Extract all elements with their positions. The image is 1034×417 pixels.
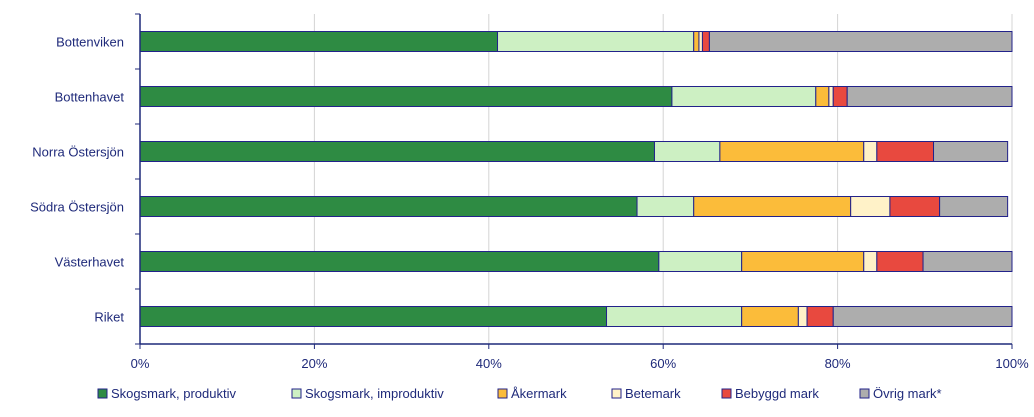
bar-segment bbox=[815, 86, 830, 107]
category-labels: Bottenviken Bottenhavet Norra Östersjön Söd… bbox=[30, 35, 124, 325]
legend-label: Åkermark bbox=[511, 386, 567, 401]
bar-segment bbox=[497, 31, 695, 52]
category-label: Västerhavet bbox=[55, 255, 125, 270]
bar-segment bbox=[606, 306, 743, 327]
legend-label: Skogsmark, improduktiv bbox=[305, 386, 444, 401]
category-label: Bottenviken bbox=[56, 35, 124, 50]
legend[interactable]: Skogsmark, produktiv Skogsmark, improdukt… bbox=[97, 386, 942, 401]
bar-segment bbox=[939, 196, 1009, 217]
x-tick-labels: 0% 20% 40% 60% 80% 100% bbox=[131, 356, 1029, 371]
category-label: Riket bbox=[94, 310, 124, 325]
gridlines bbox=[313, 14, 1013, 344]
legend-item[interactable]: Bebyggd mark bbox=[721, 386, 819, 401]
bar-segment bbox=[636, 196, 695, 217]
legend-swatch bbox=[721, 388, 732, 399]
legend-swatch bbox=[859, 388, 870, 399]
x-tick-label: 80% bbox=[825, 356, 851, 371]
legend-swatch bbox=[97, 388, 108, 399]
bar-segment bbox=[846, 86, 1013, 107]
legend-swatch bbox=[497, 388, 508, 399]
bar-segment bbox=[139, 141, 655, 162]
bar-segment bbox=[741, 306, 799, 327]
bar-segment bbox=[698, 31, 703, 52]
bar-segment bbox=[850, 196, 891, 217]
bar-segment bbox=[139, 31, 499, 52]
x-tick-label: 0% bbox=[131, 356, 150, 371]
bar-segment bbox=[693, 31, 700, 52]
bar-segment bbox=[139, 86, 673, 107]
bar-segment bbox=[139, 196, 638, 217]
bar-segment bbox=[863, 141, 878, 162]
legend-item[interactable]: Betemark bbox=[611, 386, 681, 401]
bar-segment bbox=[828, 86, 834, 107]
bar-segment bbox=[653, 141, 721, 162]
bar-segment bbox=[797, 306, 808, 327]
bar-segment bbox=[806, 306, 834, 327]
bar-segment bbox=[832, 86, 848, 107]
category-label: Södra Östersjön bbox=[30, 200, 124, 215]
x-tick-label: 20% bbox=[301, 356, 327, 371]
bar-segment bbox=[922, 251, 1013, 272]
x-tick-label: 60% bbox=[650, 356, 676, 371]
bar-segment bbox=[741, 251, 865, 272]
axes bbox=[135, 13, 1013, 349]
legend-label: Övrig mark* bbox=[873, 386, 942, 401]
category-label: Bottenhavet bbox=[55, 90, 125, 105]
legend-item[interactable]: Åkermark bbox=[497, 386, 567, 401]
bars bbox=[139, 31, 1013, 327]
legend-item[interactable]: Skogsmark, produktiv bbox=[97, 386, 236, 401]
legend-item[interactable]: Skogsmark, improduktiv bbox=[291, 386, 444, 401]
bar-segment bbox=[701, 31, 710, 52]
bar-segment bbox=[708, 31, 1013, 52]
bar-segment bbox=[139, 306, 608, 327]
legend-item[interactable]: Övrig mark* bbox=[859, 386, 942, 401]
bar-segment bbox=[889, 196, 941, 217]
legend-swatch bbox=[611, 388, 622, 399]
bar-segment bbox=[693, 196, 852, 217]
bar-segment bbox=[719, 141, 865, 162]
bar-segment bbox=[863, 251, 878, 272]
x-tick-label: 100% bbox=[995, 356, 1029, 371]
legend-label: Betemark bbox=[625, 386, 681, 401]
legend-label: Bebyggd mark bbox=[735, 386, 819, 401]
legend-swatch bbox=[291, 388, 302, 399]
bar-segment bbox=[139, 251, 660, 272]
bar-segment bbox=[832, 306, 1013, 327]
legend-label: Skogsmark, produktiv bbox=[111, 386, 236, 401]
bar-segment bbox=[658, 251, 743, 272]
bar-segment bbox=[671, 86, 817, 107]
bar-segment bbox=[933, 141, 1009, 162]
bar-segment bbox=[876, 141, 935, 162]
x-tick-label: 40% bbox=[476, 356, 502, 371]
category-label: Norra Östersjön bbox=[32, 145, 124, 160]
bar-segment bbox=[876, 251, 924, 272]
